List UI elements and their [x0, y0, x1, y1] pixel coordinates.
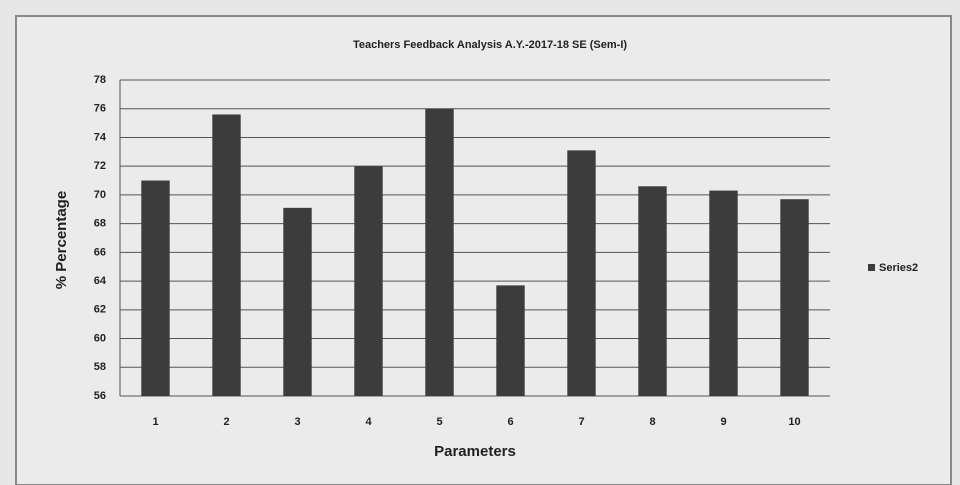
y-axis-label: % Percentage	[53, 191, 70, 289]
bar	[567, 150, 596, 396]
bar	[496, 285, 525, 396]
y-tick-label: 58	[94, 361, 106, 373]
y-tick-label: 66	[94, 246, 106, 258]
bar	[709, 190, 738, 396]
x-tick-label: 2	[223, 416, 229, 428]
y-tick-label: 68	[94, 218, 106, 230]
y-tick-label: 64	[94, 275, 107, 287]
bar	[354, 166, 383, 396]
y-tick-label: 78	[94, 74, 106, 86]
x-tick-label: 7	[578, 416, 584, 428]
y-tick-label: 74	[94, 131, 107, 143]
x-tick-label: 9	[720, 416, 726, 428]
x-tick-label: 10	[788, 416, 800, 428]
bar	[212, 114, 241, 397]
x-axis-label: Parameters	[434, 443, 516, 460]
bar	[780, 199, 809, 396]
x-tick-label: 4	[365, 416, 372, 428]
y-tick-label: 60	[94, 332, 106, 344]
x-tick-label: 8	[649, 416, 655, 428]
legend-label: Series2	[879, 262, 918, 274]
y-tick-label: 72	[94, 160, 106, 172]
y-tick-label: 56	[94, 390, 106, 402]
y-tick-label: 62	[94, 304, 106, 316]
y-tick-label: 76	[94, 103, 106, 115]
y-tick-label: 70	[94, 189, 106, 201]
x-tick-label: 1	[152, 416, 158, 428]
x-tick-label: 6	[507, 416, 513, 428]
bar	[425, 108, 454, 397]
bar	[283, 207, 312, 396]
chart-title: Teachers Feedback Analysis A.Y.-2017-18 …	[353, 39, 627, 51]
x-tick-label: 5	[436, 416, 442, 428]
legend-swatch	[868, 264, 875, 271]
bar	[638, 186, 667, 396]
bar	[141, 180, 170, 396]
x-tick-label: 3	[294, 416, 300, 428]
